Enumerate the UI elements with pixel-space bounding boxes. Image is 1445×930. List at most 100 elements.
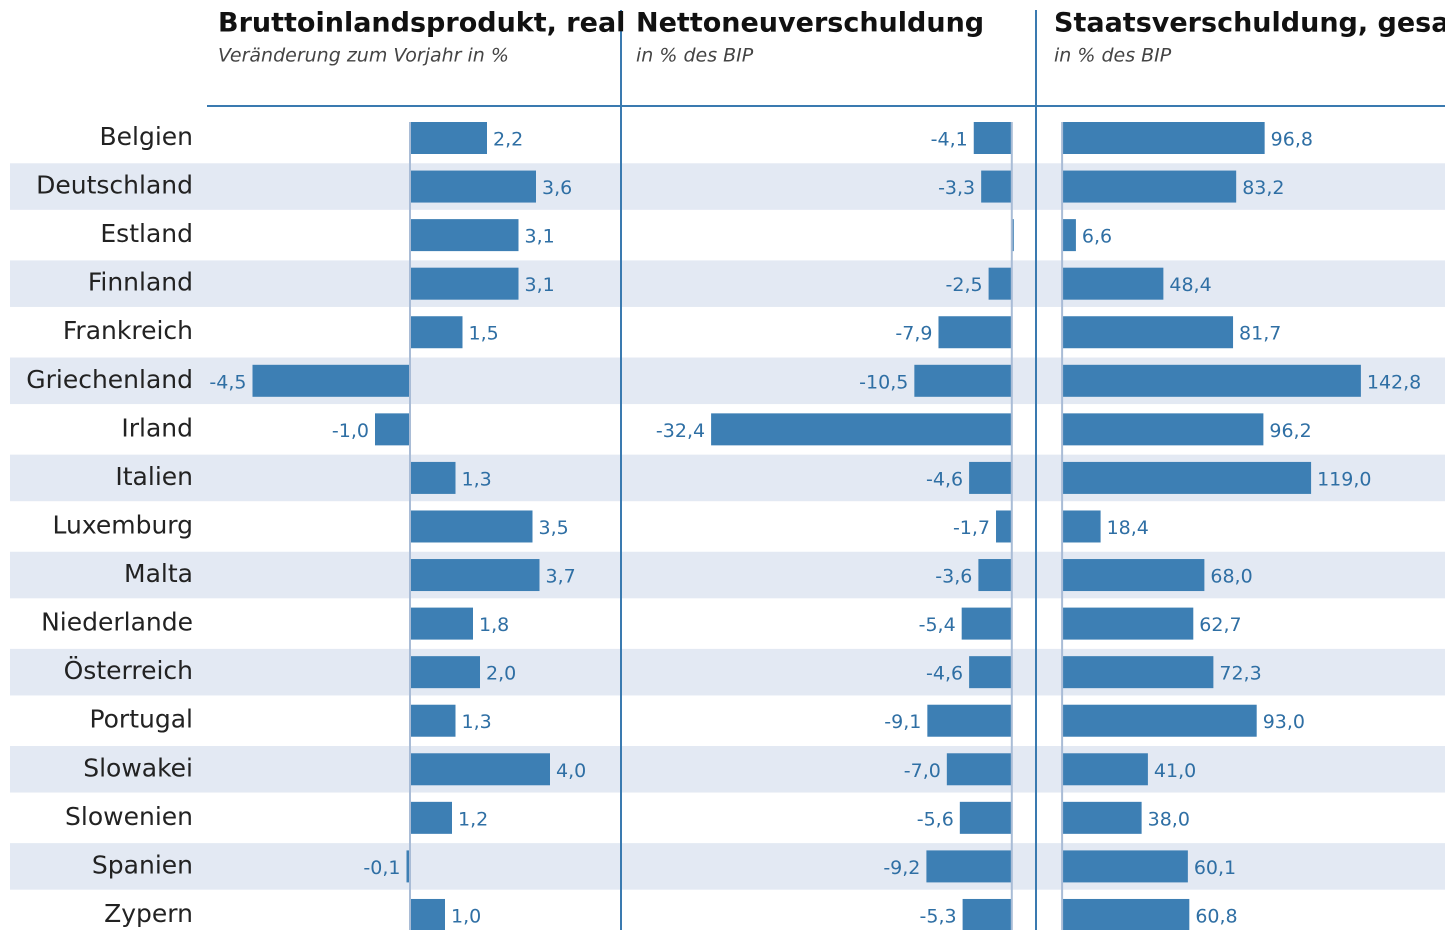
value-label: 72,3 [1219,663,1261,685]
value-label: + 0,1 [953,226,1005,248]
value-label: 93,0 [1263,711,1305,733]
value-label: 1,0 [451,905,481,927]
value-label: 62,7 [1199,614,1241,636]
bar [1062,413,1264,446]
bar [1062,170,1237,203]
category-label: Deutschland [36,171,193,200]
value-label: 81,7 [1239,323,1281,345]
value-label: 3,1 [525,226,555,248]
value-label: 1,3 [462,468,492,490]
bar [981,170,1012,203]
category-label: Portugal [89,705,193,734]
value-label: -4,1 [931,129,968,151]
value-label: 142,8 [1367,371,1421,393]
value-label: -5,3 [920,905,957,927]
value-label: 1,8 [479,614,509,636]
bar [406,850,410,883]
value-label: -4,6 [926,663,963,685]
bar [1062,898,1190,930]
row-stripe [10,551,1445,599]
value-label: 18,4 [1107,517,1149,539]
value-label: 3,1 [525,274,555,296]
category-label: Belgien [99,122,193,151]
category-label: Niederlande [41,608,193,637]
bar [410,559,540,592]
bar [410,753,550,786]
bar [946,753,1012,786]
category-label: Irland [121,413,193,442]
bar [1062,753,1148,786]
value-label: -5,6 [917,808,954,830]
category-label: Finnland [88,268,193,297]
row-stripe [10,843,1445,890]
value-label: -4,5 [209,371,246,393]
bar [969,461,1012,494]
value-label: -3,6 [935,566,972,588]
value-label: 4,0 [556,760,586,782]
value-label: 96,2 [1269,420,1311,442]
category-label: Italien [115,462,193,491]
bar [938,316,1012,349]
category-label: Estland [100,219,193,248]
value-label: 6,6 [1082,226,1112,248]
category-label: Griechenland [26,365,193,394]
panel-subtitle: in % des BIP [636,45,754,67]
category-label: Spanien [92,850,193,879]
value-label: -1,7 [953,517,990,539]
panel-title: Bruttoinlandsprodukt, real [218,8,625,39]
panel-subtitle: in % des BIP [1054,45,1172,67]
value-label: 60,1 [1194,857,1236,879]
value-label: -9,2 [883,857,920,879]
row-stripe [10,746,1445,793]
bar [410,656,480,689]
bar [959,801,1012,834]
value-label: -4,6 [926,468,963,490]
bar [410,607,473,640]
row-stripe [10,260,1445,307]
bar [410,801,452,834]
value-label: -9,1 [884,711,921,733]
bar [1062,801,1142,834]
value-label: -7,0 [904,760,941,782]
bar [711,413,1012,446]
bar [410,510,533,543]
bar [927,704,1012,737]
bar [996,510,1012,543]
category-label: Malta [124,559,193,588]
value-label: -0,1 [363,857,400,879]
bar [1062,704,1257,737]
bar [1062,267,1164,300]
bar [410,267,519,300]
value-label: -1,0 [332,420,369,442]
value-label: 48,4 [1169,274,1211,296]
value-label: 83,2 [1242,177,1284,199]
value-label: -2,5 [946,274,983,296]
value-label: 2,2 [493,129,523,151]
bar [252,364,410,397]
bar [969,656,1012,689]
bar [1062,219,1076,252]
value-label: 3,5 [539,517,569,539]
bar [926,850,1012,883]
bar [1062,607,1194,640]
category-label: Frankreich [63,316,193,345]
value-label: -5,4 [919,614,956,636]
bar [978,559,1012,592]
category-label: Slowenien [65,802,193,831]
value-label: 3,7 [546,566,576,588]
bar [1062,510,1101,543]
value-label: 68,0 [1210,566,1252,588]
value-label: 96,8 [1271,129,1313,151]
value-label: 1,3 [462,711,492,733]
bar [1062,461,1312,494]
panel-title: Staatsverschuldung, gesamt [1054,8,1445,39]
bar [914,364,1012,397]
bar [375,413,410,446]
bar [1062,656,1214,689]
category-label: Österreich [64,656,193,685]
value-label: 1,5 [469,323,499,345]
value-label: 60,8 [1195,905,1237,927]
panel-title: Nettoneuverschuldung [636,8,984,39]
bar [1062,364,1361,397]
bar [1062,122,1265,154]
